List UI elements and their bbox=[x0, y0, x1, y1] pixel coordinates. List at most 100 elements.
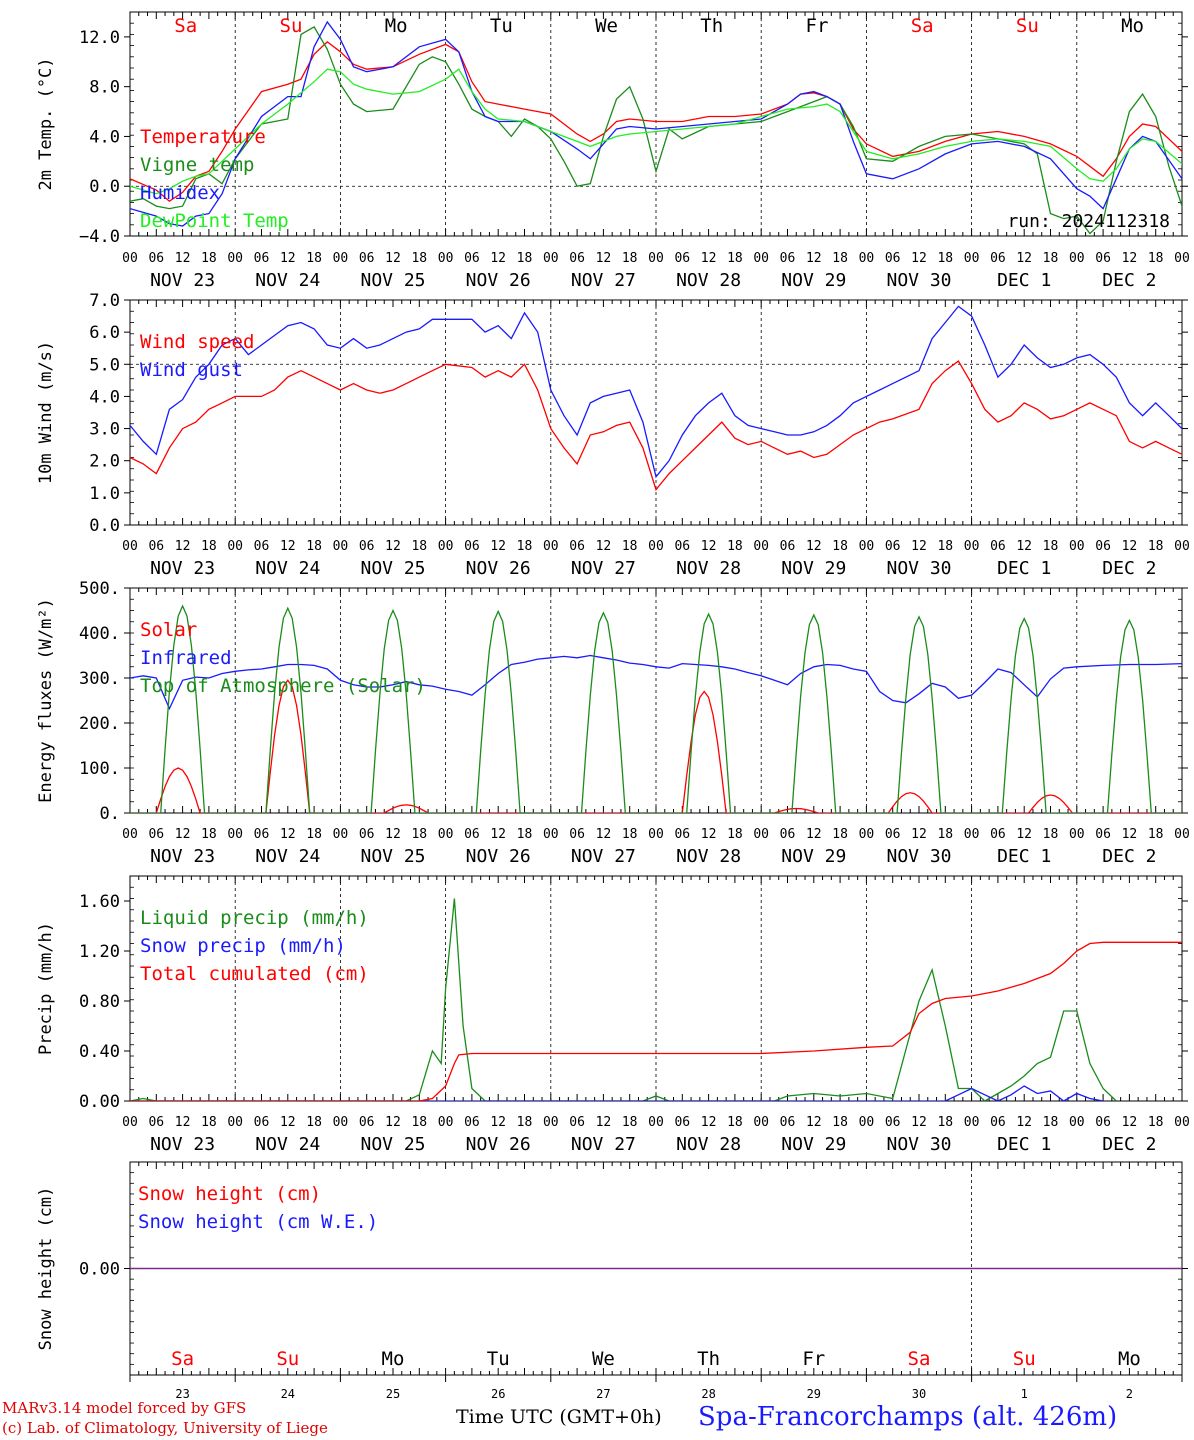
hour-tick-label: 00 bbox=[648, 1115, 664, 1130]
hour-tick-label: 12 bbox=[385, 827, 401, 842]
hour-tick-label: 00 bbox=[438, 1115, 454, 1130]
date-label: NOV 27 bbox=[571, 558, 636, 579]
hour-tick-label: 06 bbox=[254, 539, 270, 554]
legend-entry: Total cumulated (cm) bbox=[140, 963, 369, 985]
hour-tick-label: 00 bbox=[543, 539, 559, 554]
day-number-label: 25 bbox=[386, 1387, 400, 1401]
hour-tick-label: 12 bbox=[1122, 251, 1138, 266]
hour-tick-label: 00 bbox=[122, 539, 138, 554]
run-label: run: 2024112318 bbox=[1007, 211, 1170, 232]
hour-tick-label: 12 bbox=[596, 251, 612, 266]
hour-tick-label: 06 bbox=[990, 539, 1006, 554]
date-label: NOV 27 bbox=[571, 846, 636, 867]
hour-tick-label: 00 bbox=[227, 539, 243, 554]
date-label: NOV 24 bbox=[255, 558, 320, 579]
hour-tick-label: 12 bbox=[175, 1115, 191, 1130]
weekday-label: Mo bbox=[385, 15, 408, 37]
hour-tick-label: 12 bbox=[911, 1115, 927, 1130]
hour-tick-label: 06 bbox=[464, 1115, 480, 1130]
hour-tick-label: 12 bbox=[1122, 1115, 1138, 1130]
hour-tick-label: 18 bbox=[937, 251, 953, 266]
hour-tick-label: 18 bbox=[1148, 827, 1164, 842]
day-number-label: 30 bbox=[912, 1387, 926, 1401]
legend-entry: Liquid precip (mm/h) bbox=[140, 907, 369, 929]
hour-tick-label: 18 bbox=[937, 539, 953, 554]
hour-tick-label: 00 bbox=[438, 251, 454, 266]
series-vigne-temp bbox=[130, 26, 1182, 235]
hour-tick-label: 06 bbox=[148, 539, 164, 554]
hour-tick-label: 12 bbox=[806, 827, 822, 842]
legend-entry: Infrared bbox=[140, 647, 232, 669]
series-dewpoint-temp bbox=[130, 68, 1182, 195]
series-humidex bbox=[130, 20, 1182, 227]
legend-entry: Wind gust bbox=[140, 359, 243, 381]
hour-tick-label: 06 bbox=[780, 827, 796, 842]
y-tick-label: 0.00 bbox=[79, 1092, 120, 1112]
date-label: DEC 1 bbox=[997, 270, 1051, 291]
hour-tick-label: 18 bbox=[517, 251, 533, 266]
hour-tick-label: 18 bbox=[201, 1115, 217, 1130]
date-label: NOV 24 bbox=[255, 846, 320, 867]
hour-tick-label: 18 bbox=[937, 827, 953, 842]
date-label: NOV 26 bbox=[466, 1134, 531, 1155]
y-tick-label: 5.0 bbox=[89, 355, 120, 375]
hour-tick-label: 06 bbox=[254, 827, 270, 842]
y-axis-label: 2m Temp. (°C) bbox=[36, 57, 56, 190]
y-tick-label: 0.40 bbox=[79, 1042, 120, 1062]
date-label: NOV 25 bbox=[360, 270, 425, 291]
hour-tick-label: 06 bbox=[674, 539, 690, 554]
y-tick-label: 6.0 bbox=[89, 323, 120, 343]
y-tick-label: 4.0 bbox=[89, 127, 120, 147]
hour-tick-label: 00 bbox=[438, 539, 454, 554]
hour-tick-label: 00 bbox=[438, 827, 454, 842]
hour-tick-label: 06 bbox=[990, 251, 1006, 266]
y-tick-label: 1.20 bbox=[79, 942, 120, 962]
legend-entry: Humidex bbox=[140, 182, 220, 204]
hour-tick-label: 12 bbox=[280, 539, 296, 554]
hour-tick-label: 18 bbox=[411, 251, 427, 266]
legend-entry: Snow height (cm) bbox=[138, 1183, 321, 1205]
y-tick-label: 8.0 bbox=[89, 78, 120, 98]
y-tick-label: 300. bbox=[79, 669, 120, 689]
hour-tick-label: 00 bbox=[648, 251, 664, 266]
series-wind-gust bbox=[130, 305, 1182, 479]
y-tick-label: 2.0 bbox=[89, 452, 120, 472]
hour-tick-label: 00 bbox=[859, 251, 875, 266]
series-top-of-atmosphere-solar- bbox=[130, 604, 1182, 813]
hour-tick-label: 18 bbox=[517, 1115, 533, 1130]
legend-entry: Snow precip (mm/h) bbox=[140, 935, 346, 957]
hour-tick-label: 00 bbox=[648, 827, 664, 842]
hour-tick-label: 12 bbox=[596, 539, 612, 554]
hour-tick-label: 00 bbox=[122, 1115, 138, 1130]
hour-tick-label: 12 bbox=[1122, 827, 1138, 842]
hour-tick-label: 06 bbox=[1095, 1115, 1111, 1130]
weekday-label: Mo bbox=[382, 1348, 405, 1370]
hour-tick-label: 18 bbox=[201, 251, 217, 266]
hour-tick-label: 00 bbox=[964, 1115, 980, 1130]
hour-tick-label: 00 bbox=[122, 827, 138, 842]
legend-entry: DewPoint Temp bbox=[140, 210, 289, 232]
y-axis-label: 10m Wind (m/s) bbox=[36, 341, 56, 484]
date-label: NOV 27 bbox=[571, 270, 636, 291]
legend-entry: Solar bbox=[140, 619, 197, 641]
hour-tick-label: 12 bbox=[806, 1115, 822, 1130]
date-label: DEC 2 bbox=[1102, 270, 1156, 291]
hour-tick-label: 00 bbox=[1174, 539, 1190, 554]
hour-tick-label: 00 bbox=[543, 827, 559, 842]
hour-tick-label: 00 bbox=[964, 539, 980, 554]
date-label: DEC 1 bbox=[997, 558, 1051, 579]
hour-tick-label: 06 bbox=[885, 251, 901, 266]
hour-tick-label: 06 bbox=[780, 1115, 796, 1130]
hour-tick-label: 18 bbox=[411, 539, 427, 554]
hour-tick-label: 06 bbox=[569, 827, 585, 842]
hour-tick-label: 06 bbox=[990, 1115, 1006, 1130]
date-label: NOV 29 bbox=[781, 270, 846, 291]
hour-tick-label: 18 bbox=[201, 539, 217, 554]
hour-tick-label: 06 bbox=[464, 251, 480, 266]
hour-tick-label: 06 bbox=[148, 1115, 164, 1130]
hour-tick-label: 12 bbox=[701, 1115, 717, 1130]
hour-tick-label: 12 bbox=[1016, 827, 1032, 842]
date-label: DEC 2 bbox=[1102, 1134, 1156, 1155]
weekday-label: Th bbox=[697, 1348, 720, 1370]
hour-tick-label: 12 bbox=[280, 251, 296, 266]
